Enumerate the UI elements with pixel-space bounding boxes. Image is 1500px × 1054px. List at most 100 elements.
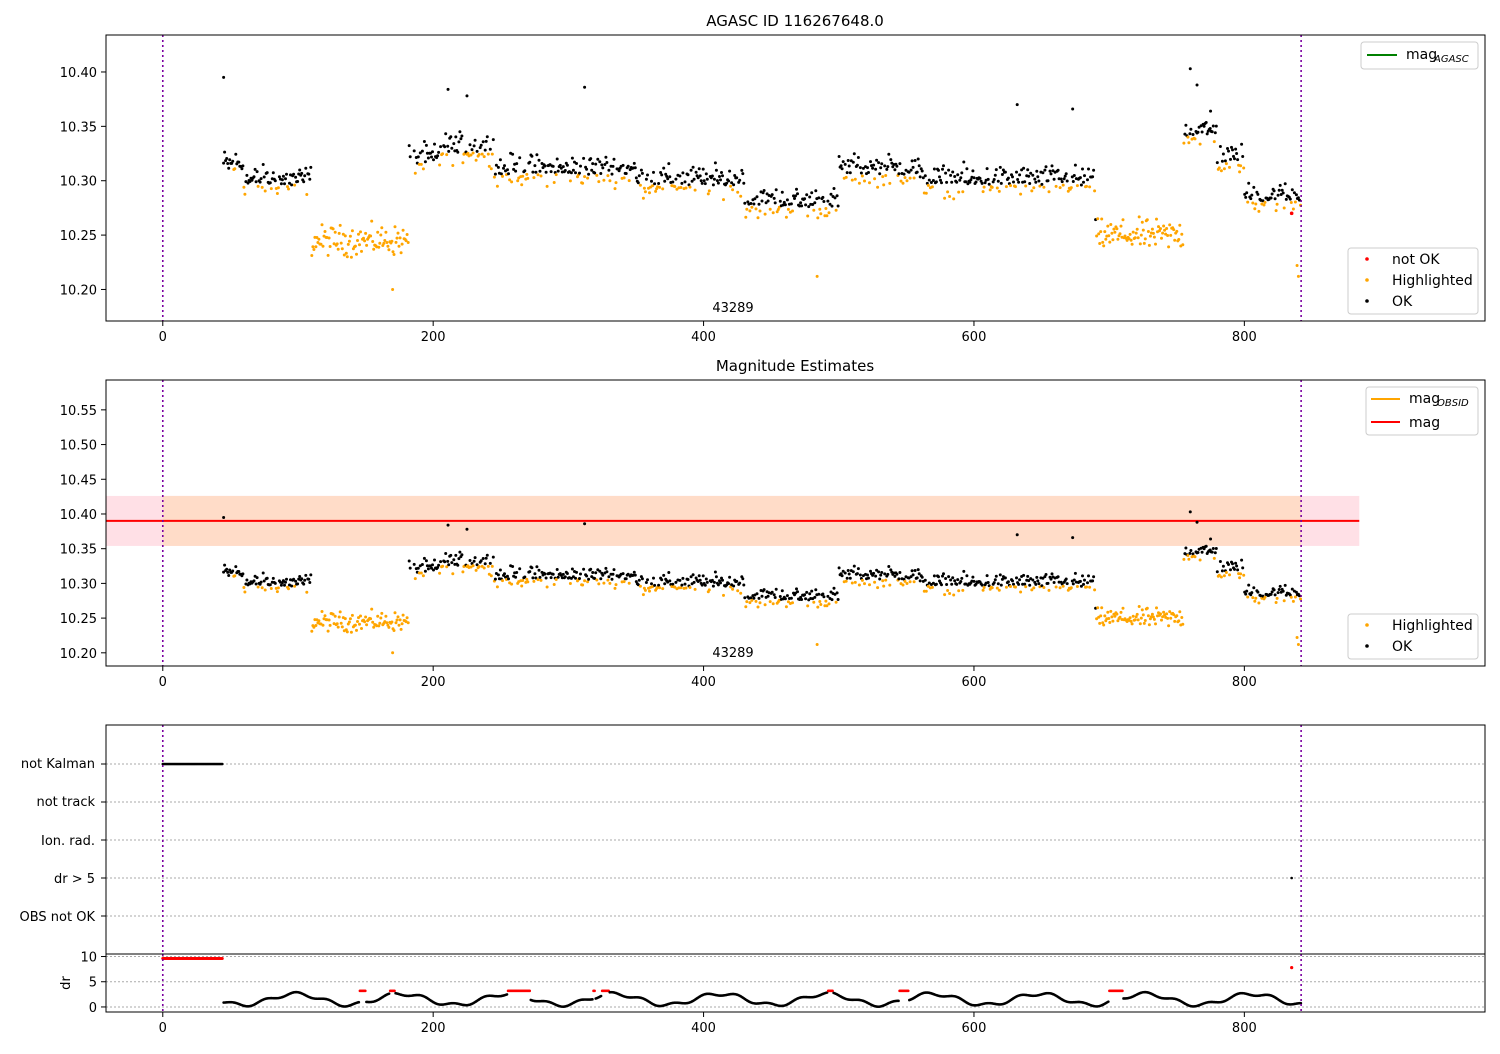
highlighted-point: [684, 186, 688, 190]
highlighted-point: [333, 614, 337, 618]
ok-point: [283, 583, 286, 587]
ok-point: [947, 575, 951, 579]
ok-point: [720, 171, 723, 174]
highlighted-point: [1187, 141, 1191, 145]
ok-point: [262, 579, 266, 583]
ok-point: [760, 199, 764, 203]
highlighted-point: [791, 209, 794, 213]
highlighted-point: [380, 226, 384, 230]
ok-point: [636, 583, 640, 587]
ok-point: [794, 194, 797, 198]
highlighted-point: [1238, 170, 1242, 174]
highlighted-point: [260, 185, 264, 189]
ok-point: [1065, 179, 1069, 183]
ok-point: [657, 182, 661, 185]
ok-point: [617, 169, 621, 173]
ok-point: [716, 181, 720, 185]
highlighted-point: [1024, 585, 1028, 589]
ok-point: [840, 574, 844, 578]
ok-point: [1040, 182, 1044, 186]
highlighted-point: [490, 152, 494, 156]
ok-point: [585, 574, 589, 578]
dr-point: [591, 998, 594, 1001]
ok-point: [867, 171, 870, 174]
highlighted-point: [276, 186, 280, 190]
highlighted-point: [526, 176, 530, 180]
highlighted-point: [868, 181, 871, 185]
highlighted-point: [1009, 585, 1012, 588]
ok-point: [408, 155, 412, 159]
highlighted-point: [1108, 621, 1112, 624]
highlighted-point: [990, 185, 994, 189]
ok-point: [307, 577, 311, 581]
highlighted-point: [526, 580, 530, 584]
ok-point: [918, 579, 922, 583]
highlighted-point: [1054, 585, 1058, 589]
ok-point: [941, 167, 944, 171]
ok-point: [1241, 566, 1245, 570]
ok-point: [496, 573, 500, 577]
ok-point: [1294, 590, 1298, 594]
highlighted-point: [315, 236, 319, 239]
highlighted-point: [369, 617, 373, 621]
dr-red-point: [593, 989, 596, 993]
ok-point: [913, 569, 917, 572]
highlighted-point: [1159, 227, 1162, 231]
ok-point: [885, 167, 889, 171]
highlighted-point: [327, 618, 331, 622]
ok-point: [985, 574, 989, 578]
highlighted-point: [1293, 200, 1297, 204]
highlighted-point: [1212, 140, 1216, 144]
ok-point: [1204, 121, 1208, 124]
ok-point: [969, 178, 973, 182]
highlighted-point: [321, 623, 325, 627]
ok-point: [821, 592, 825, 596]
highlighted-point: [661, 587, 665, 591]
ok-point: [1041, 576, 1045, 580]
ok-point: [1229, 568, 1232, 572]
ok-point: [530, 566, 534, 570]
highlighted-point: [1131, 614, 1135, 618]
ok-point: [1035, 575, 1039, 579]
ok-point: [1184, 546, 1188, 550]
dr-red-point: [1290, 966, 1294, 970]
ok-point: [866, 573, 869, 577]
ok-point: [449, 135, 453, 139]
highlighted-point: [1123, 234, 1127, 238]
ok-point: [893, 574, 897, 578]
ok-point: [1211, 547, 1215, 550]
ok-point: [429, 151, 432, 155]
ok-point: [741, 172, 745, 176]
ok-point: [872, 571, 876, 575]
highlighted-point: [673, 585, 677, 589]
highlighted-point: [377, 624, 381, 628]
highlighted-point: [818, 207, 822, 211]
highlighted-point: [372, 625, 376, 629]
highlighted-point: [326, 253, 330, 257]
highlighted-point: [586, 176, 590, 180]
ok-point: [1091, 579, 1095, 583]
highlighted-point: [806, 604, 810, 608]
ok-point: [980, 181, 984, 185]
highlighted-point: [360, 249, 363, 253]
highlighted-point: [995, 186, 999, 190]
dr-x-tick-label: 600: [962, 1021, 987, 1036]
ok-point: [604, 566, 608, 570]
ok-point: [998, 165, 1002, 169]
ok-point: [795, 187, 798, 191]
ok-point: [760, 594, 764, 598]
ok-point: [561, 165, 565, 169]
highlighted-point: [882, 584, 886, 588]
legend2-ok-marker: [1365, 644, 1369, 648]
ok-point: [262, 175, 266, 179]
highlighted-point: [477, 565, 481, 569]
ok-point: [1018, 578, 1022, 582]
ok-point: [1231, 562, 1234, 566]
ok-point: [1297, 198, 1301, 202]
highlighted-point: [1142, 241, 1146, 245]
highlighted-point: [908, 176, 912, 180]
ok-point: [1012, 180, 1015, 184]
highlighted-point: [400, 622, 404, 626]
highlighted-point: [357, 232, 360, 236]
ok-point: [872, 163, 876, 167]
